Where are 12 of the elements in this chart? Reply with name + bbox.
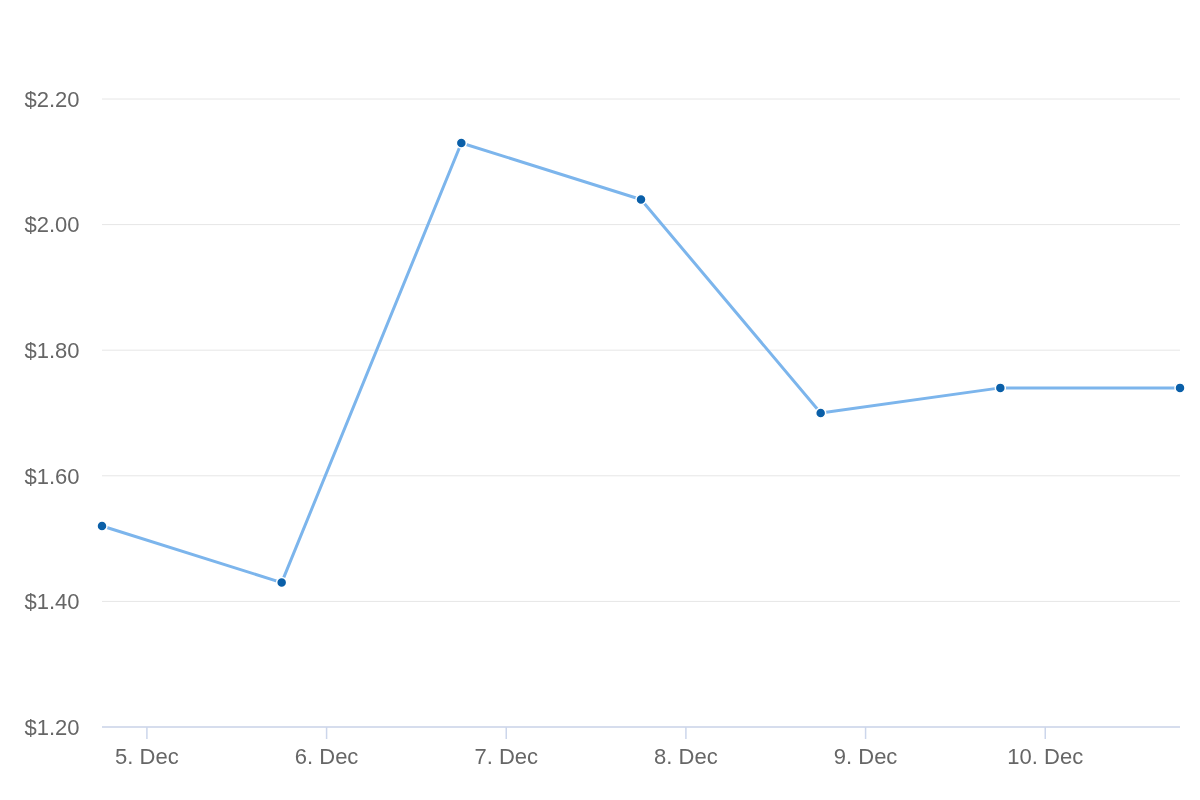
- y-tick-label: $2.00: [24, 212, 80, 238]
- x-tick-label: 7. Dec: [474, 744, 539, 769]
- y-tick-label: $2.20: [24, 86, 80, 112]
- y-tick-label: $1.80: [24, 337, 80, 363]
- x-tick-label: 10. Dec: [1007, 744, 1084, 769]
- y-tick-label: $1.20: [24, 714, 80, 740]
- x-tick-label: 5. Dec: [115, 744, 179, 769]
- y-tick-label: $1.60: [24, 463, 80, 489]
- x-tick-label: 8. Dec: [654, 744, 718, 769]
- x-tick-label: 6. Dec: [294, 744, 359, 769]
- x-tick-label: 9. Dec: [833, 744, 898, 769]
- y-tick-label: $1.40: [24, 589, 80, 615]
